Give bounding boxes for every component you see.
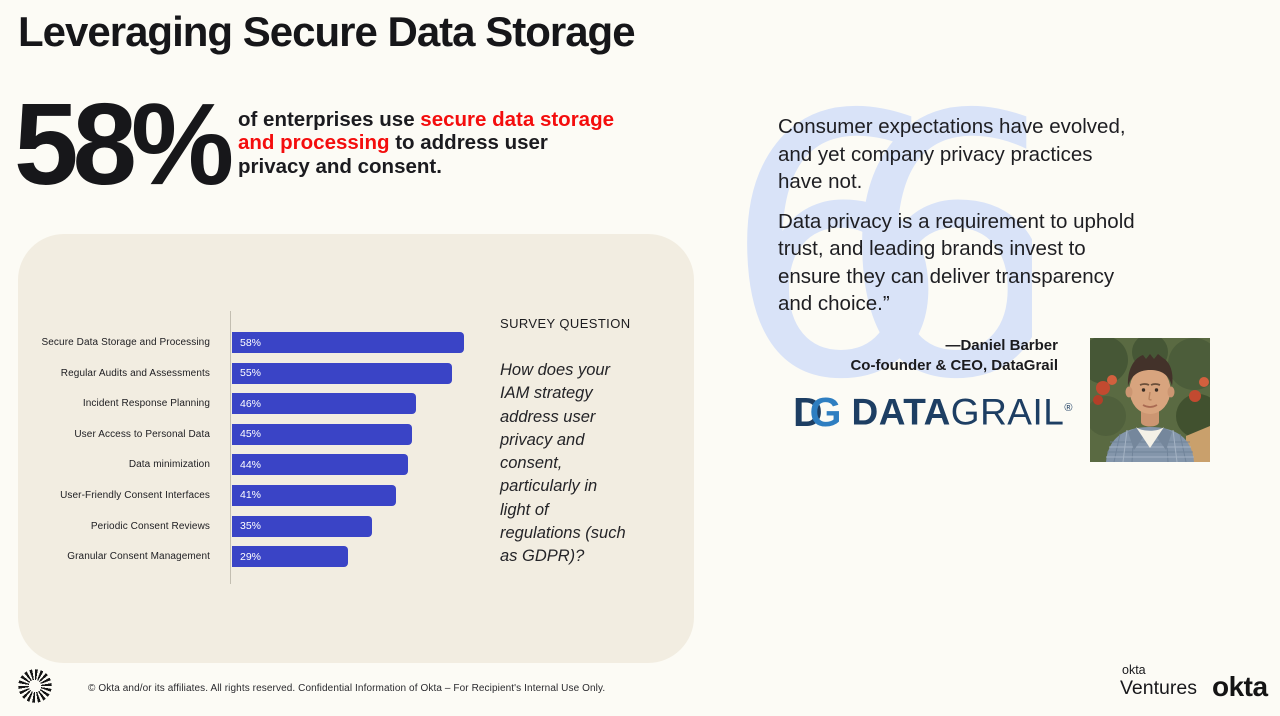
okta-ventures-okta: okta	[1122, 663, 1146, 677]
chart-bar: 46%	[232, 393, 416, 415]
datagrail-monogram-d: D	[793, 389, 823, 436]
stat-text-before: of enterprises use	[238, 108, 421, 131]
chart-category-label: Secure Data Storage and Processing	[41, 337, 210, 348]
chart-category-label: Data minimization	[128, 459, 210, 471]
chart-value-label: 44%	[240, 458, 262, 471]
datagrail-wordmark: DATAGRAIL®	[852, 388, 1073, 432]
chart-bar: 44%	[232, 454, 408, 476]
chart-axis-line	[230, 311, 231, 584]
chart-category-label: Granular Consent Management	[67, 551, 210, 563]
okta-sunburst-icon	[18, 669, 52, 703]
datagrail-monogram-icon: DG	[793, 389, 842, 436]
chart-row: Secure Data Storage and Processing 58%	[18, 332, 694, 353]
chart-value-label: 29%	[240, 550, 262, 563]
daniel-barber-photo	[1090, 338, 1210, 462]
datagrail-logo: DG DATAGRAIL®	[793, 388, 1073, 436]
chart-value-label: 45%	[240, 428, 262, 441]
stat-text-after: to address user privacy and consent.	[238, 131, 548, 178]
datagrail-monogram-g: G	[809, 389, 842, 436]
chart-bar: 45%	[232, 423, 412, 445]
survey-question-text: How does your IAM strategy address user …	[500, 361, 626, 566]
chart-row: Granular Consent Management 29%	[18, 546, 694, 568]
chart-category-label: User-Friendly Consent Interfaces	[60, 489, 210, 501]
chart-row: Regular Audits and Assessments 55%	[18, 362, 694, 384]
chart-panel: Secure Data Storage and Processing 58% Reg…	[18, 234, 694, 663]
survey-question-block: SURVEY QUESTION How does your IAM strate…	[500, 316, 665, 569]
copyright-text: © Okta and/or its affiliates. All rights…	[88, 683, 606, 694]
chart-value-label: 55%	[240, 367, 262, 380]
chart-bar: 55%	[232, 362, 452, 384]
chart-category-label: Periodic Consent Reviews	[90, 520, 210, 532]
quote-block: Consumer expectations have evolved, and …	[778, 113, 1178, 330]
chart-value-label: 35%	[240, 520, 262, 533]
portrait-illustration	[1090, 338, 1210, 462]
quote-paragraph-1: Consumer expectations have evolved, and …	[778, 115, 1126, 193]
chart-row: User Access to Personal Data 45%	[18, 423, 694, 445]
okta-ventures-logo: okta Ventures	[1120, 663, 1197, 700]
chart-value-label: 58%	[240, 336, 262, 349]
chart-value-label: 46%	[240, 397, 262, 410]
quote-glyph: 6	[722, 85, 951, 385]
chart-value-label: 41%	[240, 489, 262, 502]
chart-row: User-Friendly Consent Interfaces 41%	[18, 484, 694, 506]
chart-category-label: Incident Response Planning	[82, 398, 210, 410]
datagrail-word-bold: DATA	[851, 391, 951, 433]
chart-bar: 35%	[232, 515, 372, 537]
chart-row: Periodic Consent Reviews 35%	[18, 515, 694, 537]
registered-trademark-symbol: ®	[1064, 402, 1073, 414]
chart-row: Data minimization 44%	[18, 454, 694, 476]
chart-category-label: Regular Audits and Assessments	[60, 367, 210, 379]
page-title: Leveraging Secure Data Storage	[18, 8, 636, 55]
survey-question-heading: SURVEY QUESTION	[500, 316, 631, 331]
chart-bar: 41%	[232, 484, 396, 506]
attribution-title: Co-founder & CEO, DataGrail	[850, 357, 1058, 374]
quotation-mark-icon: 6 6	[722, 85, 1032, 385]
quote-glyph: 6	[837, 85, 1032, 385]
chart-category-label: User Access to Personal Data	[74, 428, 210, 440]
datagrail-word-light: GRAIL	[950, 391, 1065, 433]
stat-text-highlight: secure data storage and processing	[238, 108, 614, 155]
okta-logo: okta	[1212, 671, 1268, 702]
quote-attribution: —Daniel Barber Co-founder & CEO, DataGra…	[778, 336, 1058, 376]
chart-bar: 29%	[232, 546, 348, 568]
okta-ventures-ventures: Ventures	[1120, 677, 1197, 699]
chart-bar: 58%	[232, 332, 464, 353]
attribution-name: —Daniel Barber	[945, 337, 1058, 354]
chart-row: Incident Response Planning 46%	[18, 393, 694, 415]
stat-value: 58%	[14, 79, 234, 209]
quote-paragraph-2: Data privacy is a requirement to uphold …	[778, 209, 1135, 316]
bar-chart: Secure Data Storage and Processing 58% Reg…	[18, 332, 694, 577]
stat-description: of enterprises use secure data storage a…	[238, 108, 616, 178]
